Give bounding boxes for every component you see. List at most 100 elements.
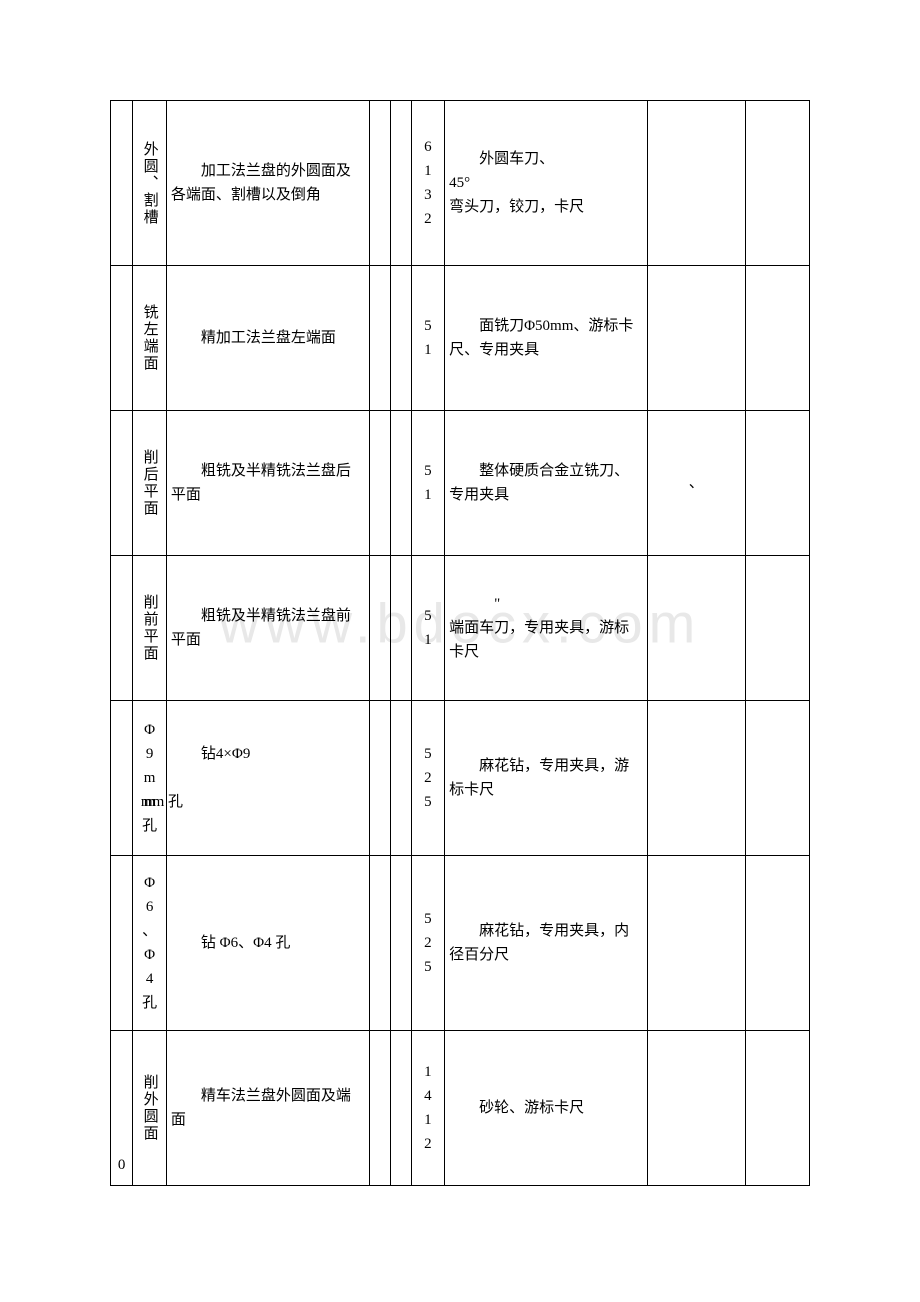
equipment-label: 51	[416, 459, 441, 507]
equipment-label: 1412	[416, 1060, 441, 1156]
cell-seq: 0	[111, 1031, 133, 1186]
cell-blank	[369, 856, 390, 1031]
tool-text: 面铣刀Φ50mm、游标卡尺、专用夹具	[449, 314, 643, 362]
tool-rest: 弯头刀，铰刀，卡尺	[449, 199, 584, 215]
cell-seq	[111, 411, 133, 556]
process-label: 铣左端面	[138, 304, 162, 372]
tool-quote: "	[494, 596, 500, 612]
tool-rest: 端面车刀，专用夹具，游标卡尺	[449, 620, 629, 660]
cell-blank	[647, 701, 745, 856]
cell-blank	[390, 1031, 411, 1186]
cell-blank	[390, 856, 411, 1031]
cell-process-name: 外圆、割槽	[133, 101, 167, 266]
equipment-label: 51	[416, 314, 441, 362]
tool-text: 整体硬质合金立铣刀、专用夹具	[449, 459, 643, 507]
desc-text: 粗铣及半精铣法兰盘前平面	[171, 604, 365, 652]
cell-blank	[745, 266, 809, 411]
cell-seq	[111, 856, 133, 1031]
cell-process-name: 削前平面	[133, 556, 167, 701]
cell-tools: 面铣刀Φ50mm、游标卡尺、专用夹具	[445, 266, 648, 411]
desc-text: 精加工法兰盘左端面	[171, 326, 365, 350]
process-label: Φ6、Φ4孔	[137, 871, 162, 1015]
desc-text: 精车法兰盘外圆面及端面	[171, 1084, 365, 1132]
cell-blank	[745, 556, 809, 701]
cell-equipment: 51	[411, 556, 445, 701]
desc-formula: 4×Φ9	[216, 746, 250, 762]
cell-seq	[111, 701, 133, 856]
cell-process-name: Φ9mm孔	[133, 701, 167, 856]
cell-tools: 麻花钻，专用夹具，内径百分尺	[445, 856, 648, 1031]
desc-text: 钻4×Φ9 mm 孔	[171, 742, 365, 814]
cell-blank	[390, 101, 411, 266]
cell-blank	[369, 701, 390, 856]
cell-process-name: 削后平面	[133, 411, 167, 556]
cell-blank	[647, 266, 745, 411]
table-row: Φ6、Φ4孔 钻 Φ6、Φ4 孔 525 麻花钻，专用夹具，内径百分尺	[111, 856, 810, 1031]
tool-degree: 45°	[449, 175, 470, 191]
process-label: Φ9mm孔	[137, 718, 162, 838]
cell-blank	[647, 856, 745, 1031]
table-row: 削后平面 粗铣及半精铣法兰盘后平面 51 整体硬质合金立铣刀、专用夹具 、	[111, 411, 810, 556]
cell-blank	[369, 266, 390, 411]
cell-seq	[111, 266, 133, 411]
cell-description: 精车法兰盘外圆面及端面	[166, 1031, 369, 1186]
cell-blank	[647, 556, 745, 701]
cell-blank	[390, 266, 411, 411]
table-row: 外圆、割槽 加工法兰盘的外圆面及各端面、割槽以及倒角 6132 外圆车刀、 45…	[111, 101, 810, 266]
cell-blank	[390, 556, 411, 701]
process-table: 外圆、割槽 加工法兰盘的外圆面及各端面、割槽以及倒角 6132 外圆车刀、 45…	[110, 100, 810, 1186]
cell-blank	[647, 1031, 745, 1186]
cell-description: 粗铣及半精铣法兰盘前平面	[166, 556, 369, 701]
cell-tools: 麻花钻，专用夹具，游标卡尺	[445, 701, 648, 856]
cell-description: 钻4×Φ9 mm 孔	[166, 701, 369, 856]
cell-description: 加工法兰盘的外圆面及各端面、割槽以及倒角	[166, 101, 369, 266]
tool-text: 外圆车刀、 45° 弯头刀，铰刀，卡尺	[449, 147, 643, 219]
cell-blank	[745, 411, 809, 556]
desc-suffix: mm 孔	[141, 794, 183, 810]
cell-equipment: 51	[411, 266, 445, 411]
cell-tools: 整体硬质合金立铣刀、专用夹具	[445, 411, 648, 556]
cell-blank	[369, 411, 390, 556]
process-label: 削前平面	[138, 594, 162, 662]
cell-description: 钻 Φ6、Φ4 孔	[166, 856, 369, 1031]
desc-prefix: 钻	[201, 746, 216, 762]
table-row: Φ9mm孔 钻4×Φ9 mm 孔 525 麻花钻，专用夹具，游标卡尺	[111, 701, 810, 856]
tool-text: 麻花钻，专用夹具，内径百分尺	[449, 919, 643, 967]
equipment-label: 51	[416, 604, 441, 652]
cell-blank	[745, 1031, 809, 1186]
cell-blank	[390, 411, 411, 556]
cell-process-name: 削外圆面	[133, 1031, 167, 1186]
equipment-label: 6132	[416, 135, 441, 231]
cell-tools: 砂轮、游标卡尺	[445, 1031, 648, 1186]
cell-description: 精加工法兰盘左端面	[166, 266, 369, 411]
desc-text: 钻 Φ6、Φ4 孔	[171, 931, 365, 955]
cell-equipment: 525	[411, 856, 445, 1031]
cell-tools: 外圆车刀、 45° 弯头刀，铰刀，卡尺	[445, 101, 648, 266]
cell-process-name: Φ6、Φ4孔	[133, 856, 167, 1031]
cell-equipment: 1412	[411, 1031, 445, 1186]
cell-process-name: 铣左端面	[133, 266, 167, 411]
process-label: 削后平面	[138, 449, 162, 517]
tool-prefix: 外圆车刀、	[479, 151, 554, 167]
cell-blank	[369, 556, 390, 701]
tool-text: 麻花钻，专用夹具，游标卡尺	[449, 754, 643, 802]
cell-blank	[369, 101, 390, 266]
cell-equipment: 525	[411, 701, 445, 856]
process-label: 削外圆面	[138, 1074, 162, 1142]
cell-blank	[745, 701, 809, 856]
desc-text: 加工法兰盘的外圆面及各端面、割槽以及倒角	[171, 159, 365, 207]
cell-equipment: 6132	[411, 101, 445, 266]
cell-tools: " 端面车刀，专用夹具，游标卡尺	[445, 556, 648, 701]
desc-text: 粗铣及半精铣法兰盘后平面	[171, 459, 365, 507]
cell-blank	[390, 701, 411, 856]
tool-text: 砂轮、游标卡尺	[449, 1096, 643, 1120]
cell-blank	[745, 101, 809, 266]
cell-seq	[111, 556, 133, 701]
cell-equipment: 51	[411, 411, 445, 556]
cell-blank	[647, 101, 745, 266]
table-row: 削前平面 粗铣及半精铣法兰盘前平面 51 " 端面车刀，专用夹具，游标卡尺	[111, 556, 810, 701]
cell-blank	[369, 1031, 390, 1186]
equipment-label: 525	[416, 907, 441, 979]
cell-description: 粗铣及半精铣法兰盘后平面	[166, 411, 369, 556]
cell-seq	[111, 101, 133, 266]
